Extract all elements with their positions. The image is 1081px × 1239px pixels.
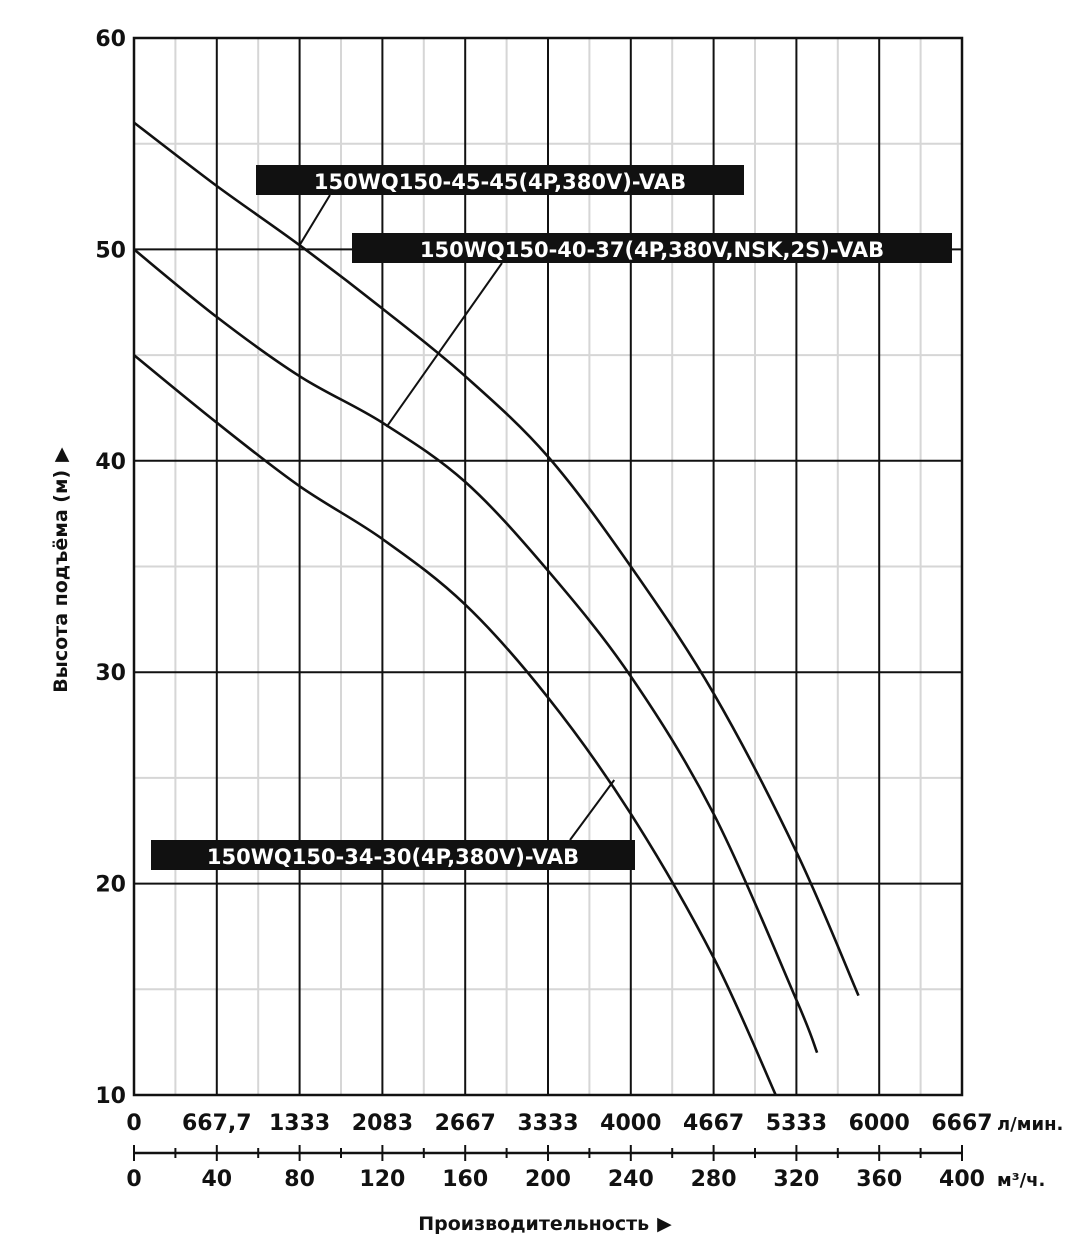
series-line-3	[133, 354, 777, 1096]
x-tick-label-m3h: 160	[442, 1167, 488, 1192]
x-tick-label-m3h: 360	[856, 1167, 902, 1192]
x-tick-label-lmin: 4000	[600, 1111, 661, 1136]
y-tick-label: 30	[95, 661, 126, 686]
x-tick-label-lmin: 3333	[517, 1111, 578, 1136]
major-gridlines	[134, 38, 962, 1095]
y-tick-labels: 10 20 30 40 50 60	[95, 27, 126, 1109]
x-tick-label-lmin: 0	[126, 1111, 141, 1136]
leader-lines	[298, 194, 616, 841]
x-tick-label-lmin: 4667	[683, 1111, 744, 1136]
y-axis-title-text: Высота подъёма (м)	[50, 470, 72, 693]
x-tick-label-m3h: 120	[359, 1167, 405, 1192]
leader-line-3	[569, 779, 616, 841]
x-tick-label-m3h: 40	[201, 1167, 232, 1192]
x-tick-label-lmin: 6000	[849, 1111, 910, 1136]
series-label-2-bg	[352, 233, 952, 263]
y-tick-label: 50	[95, 238, 126, 263]
series-label-1-bg	[256, 165, 744, 195]
x-tick-label-m3h: 240	[608, 1167, 654, 1192]
x-tick-label-m3h: 280	[691, 1167, 737, 1192]
x-tick-label-lmin: 6667	[931, 1111, 992, 1136]
x-axis-m3h	[133, 1145, 963, 1161]
x-tick-label-lmin: 667,7	[182, 1111, 252, 1136]
x-tick-label-lmin: 2667	[435, 1111, 496, 1136]
series-label-3-bg	[151, 840, 635, 870]
series-label-3-text: 150WQ150-34-30(4P,380V)-VAB	[207, 845, 579, 869]
plot-frame	[132, 36, 964, 1097]
series-line-1	[133, 121, 860, 997]
x-tick-label-m3h: 200	[525, 1167, 571, 1192]
x-axis-arrow-icon: ▶	[657, 1213, 672, 1235]
y-tick-label: 60	[95, 27, 126, 52]
x-tick-label-m3h: 320	[773, 1167, 819, 1192]
leader-line-2	[385, 262, 503, 428]
plot-border	[132, 36, 964, 1097]
series-line-2	[133, 248, 819, 1054]
x-tick-label-lmin: 2083	[352, 1111, 413, 1136]
series-label-1-text: 150WQ150-45-45(4P,380V)-VAB	[314, 170, 686, 194]
x-tick-label-lmin: 5333	[766, 1111, 827, 1136]
series-label-1: 150WQ150-45-45(4P,380V)-VAB	[256, 165, 744, 195]
y-tick-label: 20	[95, 873, 126, 898]
x-tick-label-m3h: 0	[126, 1167, 141, 1192]
x-tick-label-lmin: 1333	[269, 1111, 330, 1136]
y-axis-arrow-icon: ▶	[50, 447, 72, 462]
x-tick-labels-lmin: 0 667,7 1333 2083 2667 3333 4000 4667 5333 6000 66…	[126, 1111, 992, 1136]
x-axis-title-text: Производительность	[418, 1213, 649, 1235]
y-tick-label: 10	[95, 1084, 126, 1109]
x-tick-labels-m3h: 0 40 80 120 160 200 240 280 320 360 400	[126, 1167, 985, 1192]
y-tick-label: 40	[95, 450, 126, 475]
x-unit-lmin: л/мин.	[997, 1114, 1063, 1135]
x-tick-label-m3h: 400	[939, 1167, 985, 1192]
curves	[133, 121, 860, 1096]
x-axis-title: Производительность ▶	[418, 1213, 672, 1235]
series-label-3: 150WQ150-34-30(4P,380V)-VAB	[151, 840, 635, 870]
x-unit-m3h: м³/ч.	[997, 1170, 1045, 1191]
series-label-2-text: 150WQ150-40-37(4P,380V,NSK,2S)-VAB	[420, 238, 884, 262]
leader-line-1	[298, 194, 331, 246]
series-label-2: 150WQ150-40-37(4P,380V,NSK,2S)-VAB	[352, 233, 952, 263]
y-axis-title: Высота подъёма (м) ▶	[50, 447, 72, 693]
x-tick-label-m3h: 80	[284, 1167, 315, 1192]
